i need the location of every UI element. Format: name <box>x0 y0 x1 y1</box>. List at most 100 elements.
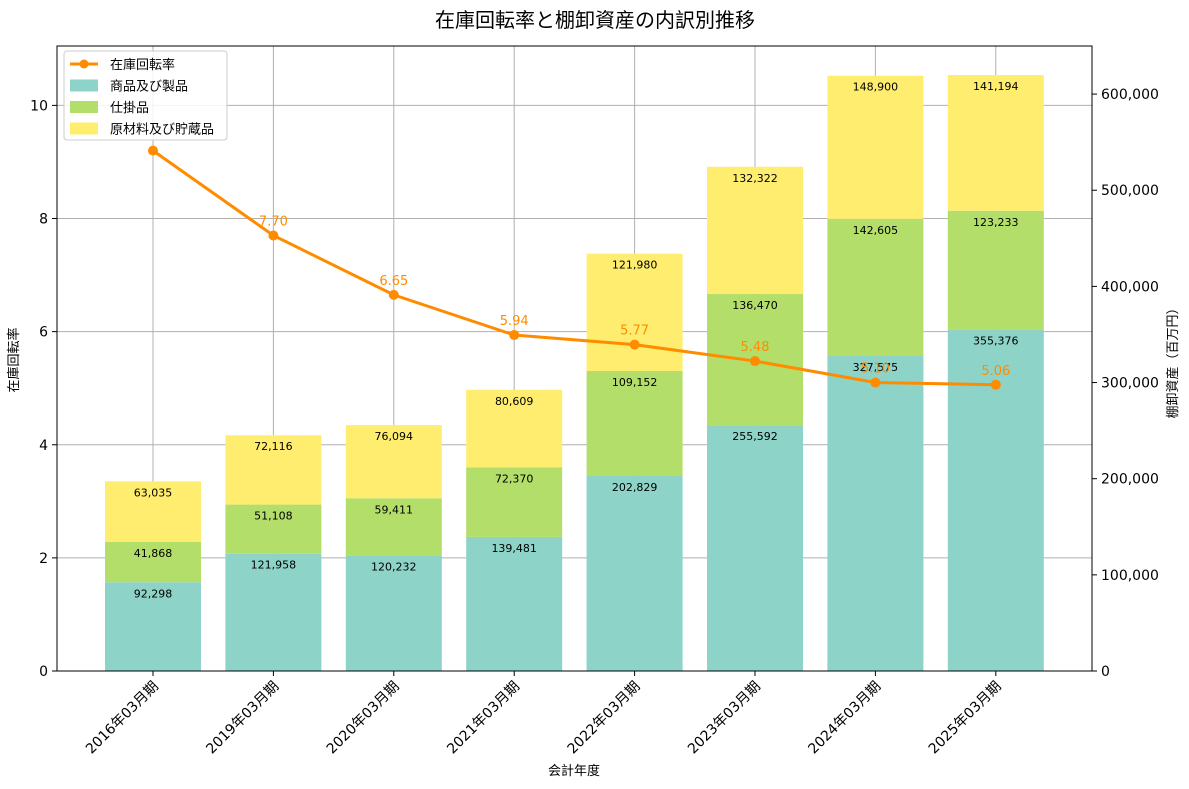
bar-segment <box>345 425 442 499</box>
segment-labels: 92,298 41,868 63,035 121,958 51,108 72,116 120… <box>134 80 1019 600</box>
turnover-point <box>388 289 399 300</box>
bar-segment <box>466 467 563 537</box>
y-right-tick-label: 300,000 <box>1101 376 1159 392</box>
y-left-tick-label: 10 <box>30 98 48 114</box>
y-left-tick-label: 6 <box>39 325 48 341</box>
turnover-point <box>509 330 520 341</box>
bar-segment <box>105 582 201 671</box>
bar-segment <box>586 253 683 372</box>
y-axis-label-right: 棚卸資産（百万円） <box>1165 301 1181 418</box>
turnover-value-label: 5.10 <box>861 362 890 377</box>
x-tick-label: 2022年03月期 <box>565 679 644 758</box>
bar-value-label: 72,116 <box>254 440 293 453</box>
turnover-line: 7.70 6.65 5.94 5.77 5.48 5.10 5.06 <box>148 145 1010 390</box>
turnover-point <box>268 230 279 241</box>
bar-segment <box>225 553 322 671</box>
bar-value-label: 136,470 <box>732 299 778 312</box>
y-left-tick-label: 2 <box>39 551 48 567</box>
legend-swatch <box>70 122 98 135</box>
x-tick-label: 2023年03月期 <box>685 679 764 758</box>
chart-title: 在庫回転率と棚卸資産の内訳別推移 <box>435 8 755 32</box>
y-right-tick-label: 500,000 <box>1101 183 1159 199</box>
bar-value-label: 51,108 <box>254 510 293 523</box>
bar-segment <box>947 210 1044 330</box>
bar-segment <box>466 389 563 468</box>
x-tick-label: 2016年03月期 <box>83 679 162 758</box>
turnover-line-path <box>152 149 996 387</box>
turnover-point <box>148 145 158 156</box>
bar-value-label: 202,829 <box>612 481 658 494</box>
x-axis-label: 会計年度 <box>548 763 600 779</box>
bar-value-label: 80,609 <box>495 395 534 408</box>
bar-segment <box>345 555 442 671</box>
y-right-tick-label: 400,000 <box>1101 279 1159 295</box>
x-tick-label: 2019年03月期 <box>203 679 282 758</box>
bar-value-label: 327,575 <box>853 361 899 374</box>
bar-segment <box>707 166 803 295</box>
y-left-tick-label: 4 <box>39 438 48 454</box>
bar-value-label: 72,370 <box>495 472 534 485</box>
turnover-point <box>750 356 760 367</box>
bar-value-label: 121,958 <box>251 559 297 572</box>
bar-value-label: 132,322 <box>732 172 778 185</box>
turnover-value-label: 5.06 <box>981 364 1010 379</box>
legend-swatch <box>70 101 98 113</box>
y-left-tick-label: 8 <box>39 212 48 228</box>
y-left-tick-label: 0 <box>39 664 48 680</box>
y-right-tick-label: 200,000 <box>1101 472 1159 488</box>
bar-segment <box>105 481 201 542</box>
bar-segment <box>225 435 322 505</box>
legend-label: 商品及び製品 <box>110 80 188 95</box>
bar-segment <box>105 541 201 583</box>
legend-swatch <box>70 79 98 92</box>
y-right-tick-label: 0 <box>1101 664 1110 680</box>
bar-value-label: 148,900 <box>853 81 899 94</box>
bar-value-label: 92,298 <box>134 587 173 600</box>
bar-segment <box>466 536 563 671</box>
y-right-tick-label: 100,000 <box>1101 568 1159 584</box>
bar-value-label: 76,094 <box>375 430 414 443</box>
bar-value-label: 255,592 <box>732 430 778 443</box>
turnover-point <box>629 339 640 350</box>
bar-segment <box>586 371 683 476</box>
bar-value-label: 142,605 <box>853 224 899 237</box>
turnover-value-label: 5.94 <box>500 314 529 329</box>
bar-value-label: 139,481 <box>491 542 537 555</box>
turnover-value-label: 7.70 <box>259 214 288 229</box>
legend-box <box>63 50 228 141</box>
bar-segment <box>827 218 924 357</box>
legend-label: 仕掛品 <box>110 101 149 116</box>
bar-value-label: 120,232 <box>371 560 417 573</box>
turnover-point <box>870 377 881 388</box>
bar-value-label: 123,233 <box>973 216 1019 229</box>
y-right-tick-label: 600,000 <box>1101 87 1159 103</box>
bar-value-label: 121,980 <box>612 259 658 272</box>
bar-value-label: 109,152 <box>612 376 658 389</box>
x-tick-label: 2020年03月期 <box>324 679 403 758</box>
bar-segment <box>707 425 803 671</box>
bar-segment <box>345 498 442 556</box>
bar-segment <box>225 504 322 554</box>
bar-value-label: 59,411 <box>375 503 414 516</box>
bar-segment <box>586 475 683 671</box>
turnover-value-label: 5.48 <box>741 340 770 355</box>
bar-value-label: 41,868 <box>134 547 173 560</box>
x-tick-label: 2025年03月期 <box>926 679 1005 758</box>
turnover-value-label: 6.65 <box>379 274 408 289</box>
bar-segment <box>827 75 924 219</box>
bar-value-label: 141,194 <box>973 80 1019 93</box>
x-tick-label: 2024年03月期 <box>805 679 884 758</box>
bar-segment <box>827 356 924 671</box>
turnover-point <box>990 379 1001 390</box>
legend-label: 在庫回転率 <box>110 57 175 73</box>
y-axis-label-left: 在庫回転率 <box>6 327 22 392</box>
plot-frame <box>56 45 1093 672</box>
bars <box>105 75 1044 671</box>
bar-value-label: 63,035 <box>134 486 173 499</box>
bar-segment <box>947 75 1044 211</box>
legend-label: 原材料及び貯蔵品 <box>110 123 214 138</box>
bar-value-label: 355,376 <box>973 334 1019 347</box>
x-tick-label: 2021年03月期 <box>444 679 523 758</box>
